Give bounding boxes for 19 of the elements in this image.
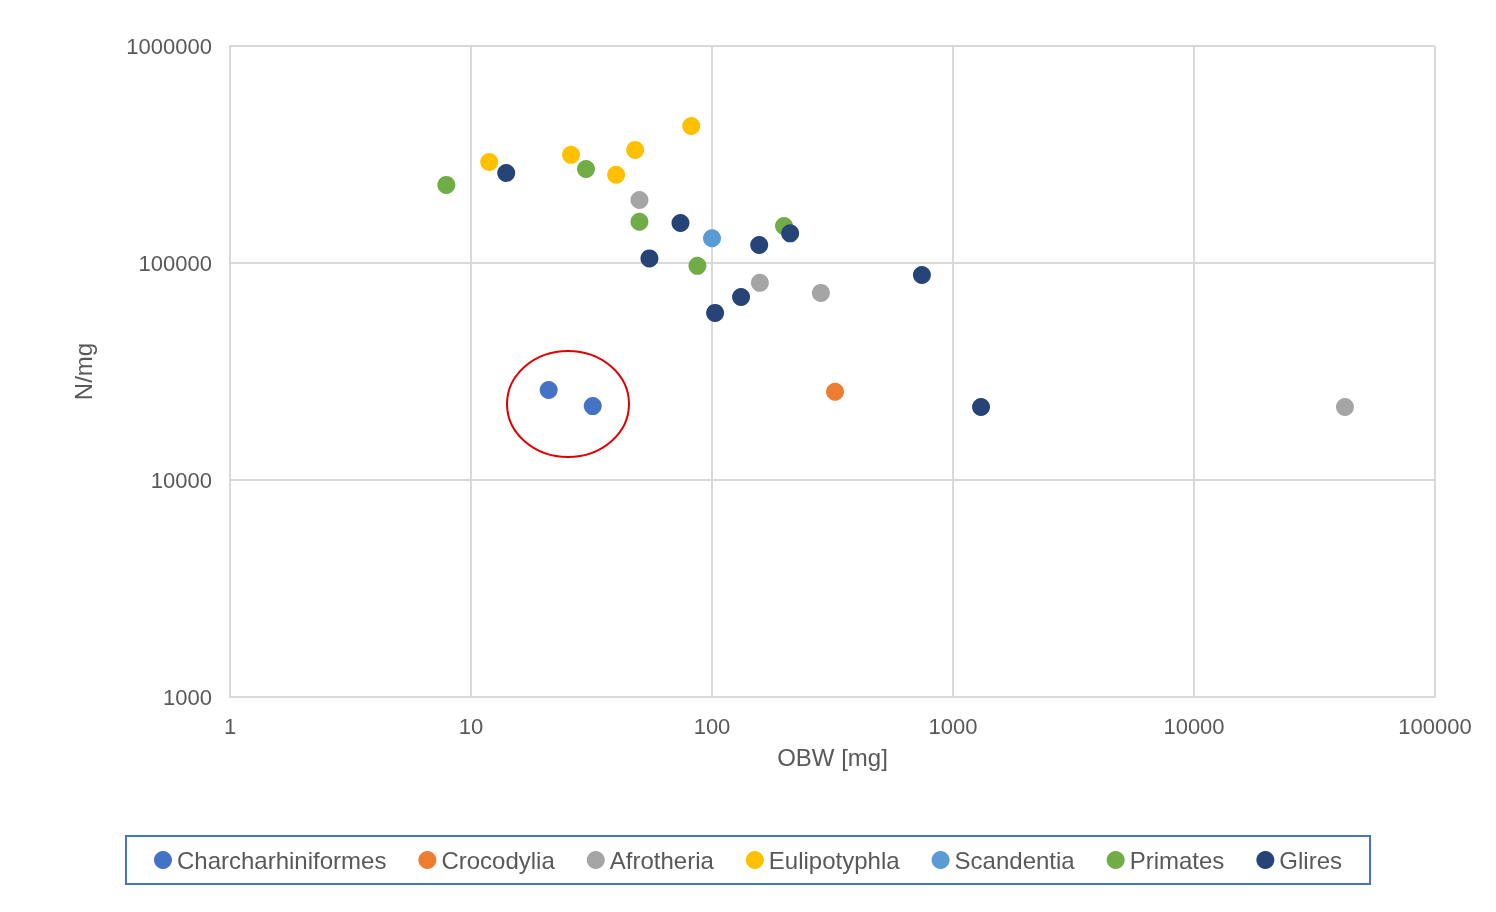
legend-label: Scandentia [954, 846, 1076, 874]
y-axis-title: N/mg [69, 342, 97, 401]
x-axis-title: OBW [mg] [777, 743, 888, 771]
y-tick-label: 10000 [150, 467, 212, 493]
x-tick-label: 10 [458, 713, 484, 739]
legend-label: Afrotheria [609, 846, 715, 874]
legend-label: Glires [1279, 846, 1343, 874]
y-tick-label: 1000000 [126, 33, 212, 59]
x-tick-label: 10000 [1163, 713, 1225, 739]
legend-label: Eulipotyphla [768, 846, 901, 874]
legend-label: Crocodylia [441, 846, 556, 874]
legend-label: Primates [1129, 846, 1225, 874]
y-tick-label: 1000 [163, 684, 212, 710]
x-tick-label: 1000 [928, 713, 978, 739]
legend-label: Charcharhiniformes [176, 846, 387, 874]
x-tick-label: 100 [693, 713, 731, 739]
x-tick-label: 100000 [1398, 713, 1472, 739]
x-tick-label: 1 [223, 713, 237, 739]
y-tick-label: 100000 [138, 250, 212, 276]
